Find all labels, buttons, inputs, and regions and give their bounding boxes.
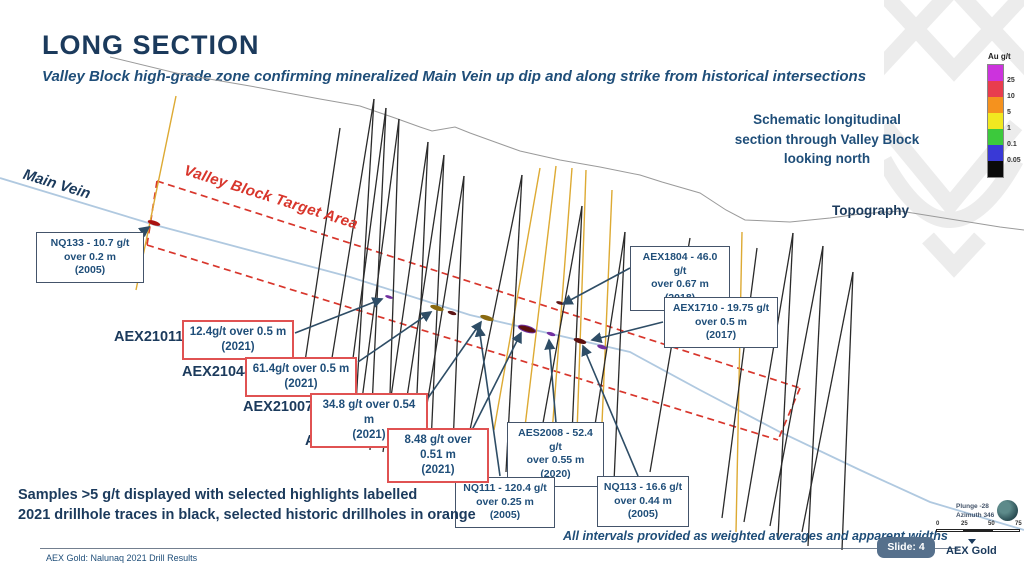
legend-title: Au g/t [988,52,1011,61]
target-area-outline [146,180,801,441]
callout-nq133: NQ133 - 10.7 g/t over 0.2 m (2005) [36,232,144,283]
slide-number-badge: Slide: 4 [877,537,935,558]
intervals-note: All intervals provided as weighted avera… [563,529,948,543]
callout-nq113: NQ113 - 16.6 g/t over 0.44 m (2005) [597,476,689,527]
aex-logo-mark [968,539,976,544]
footer-text: AEX Gold: Nalunaq 2021 Drill Results [46,553,198,563]
globe-icon [997,500,1018,521]
intercept-markers [147,220,607,350]
view-orientation: Plunge -28 Azimuth 346 [956,503,995,520]
topography-line [109,56,1024,231]
scale-bar: 0 25 50 75 [936,521,1022,532]
callout-aes2008: AES2008 - 52.4 g/t over 0.55 m (2020) [507,422,604,487]
hole-label-aex21007: AEX21007 [243,399,314,415]
brand-name: AEX Gold [946,545,997,557]
au-grade-legend: Au g/t 25 10 5 1 0.1 0.05 [987,52,1024,178]
callout-aex21009-result: 8.48 g/t over 0.51 m (2021) [387,428,489,483]
au-legend-bar: 25 10 5 1 0.1 0.05 [987,64,1021,178]
topography-label: Topography [832,203,909,218]
schematic-note: Schematic longitudinal section through V… [734,112,920,167]
callout-aex21011-result: 12.4g/t over 0.5 m (2021) [182,320,294,360]
leader-arrows [117,225,664,477]
callout-aex21044-result: 61.4g/t over 0.5 m (2021) [245,357,357,397]
page-title: LONG SECTION [42,30,260,60]
main-vein-line [0,177,1024,531]
samples-note: Samples >5 g/t displayed with selected h… [18,487,476,523]
page-subtitle: Valley Block high-grade zone confirming … [42,68,867,85]
hole-label-aex21011: AEX21011 [114,329,184,345]
callout-aex1710: AEX1710 - 19.75 g/t over 0.5 m (2017) [664,297,778,348]
hole-label-aex21044: AEX21044 [182,364,253,380]
footer-divider [40,548,958,549]
callout-nq111: NQ111 - 120.4 g/t over 0.25 m (2005) [455,477,555,528]
